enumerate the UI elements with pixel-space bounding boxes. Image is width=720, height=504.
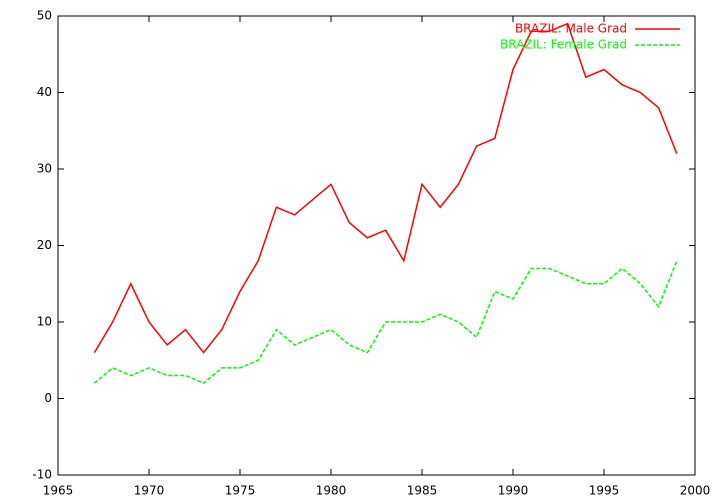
x-tick-label: 1975 [225, 484, 256, 498]
x-tick-label: 2000 [680, 484, 711, 498]
y-tick-label: 0 [44, 391, 52, 405]
legend-label: BRAZIL: Male Grad [515, 22, 627, 36]
y-tick-label: 30 [37, 162, 52, 176]
y-tick-label: 20 [37, 238, 52, 252]
x-tick-label: 1990 [498, 484, 529, 498]
x-tick-label: 1965 [43, 484, 74, 498]
y-tick-label: 40 [37, 85, 52, 99]
x-tick-label: 1995 [589, 484, 620, 498]
y-tick-label: -10 [32, 468, 52, 482]
x-tick-label: 1980 [316, 484, 347, 498]
x-tick-label: 1985 [407, 484, 438, 498]
series-line [93, 260, 678, 385]
x-tick-label: 1970 [134, 484, 165, 498]
y-tick-label: 10 [37, 315, 52, 329]
series-line [93, 22, 678, 354]
y-tick-label: 50 [37, 9, 52, 23]
plot-border [57, 15, 696, 476]
legend-label: BRAZIL: Female Grad [500, 38, 627, 52]
